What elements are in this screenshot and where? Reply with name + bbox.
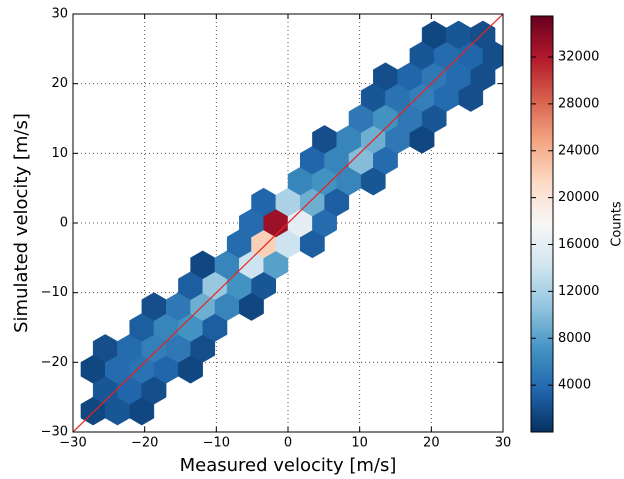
y-tick-label: 20 bbox=[51, 76, 68, 91]
colorbar-tick-label: 12000 bbox=[558, 284, 599, 299]
reference-line bbox=[73, 14, 503, 432]
y-tick-label: −30 bbox=[41, 425, 68, 440]
colorbar-tick-label: 24000 bbox=[558, 143, 599, 158]
x-tick-label: 0 bbox=[284, 436, 292, 451]
x-tick-label: −30 bbox=[59, 436, 86, 451]
x-tick-label: −20 bbox=[131, 436, 158, 451]
colorbar-label: Counts bbox=[610, 201, 624, 247]
x-tick-label: 10 bbox=[351, 436, 368, 451]
y-tick-label: −10 bbox=[41, 285, 68, 300]
colorbar-tick-label: 4000 bbox=[558, 378, 591, 393]
x-axis-label: Measured velocity [m/s] bbox=[180, 455, 397, 476]
colorbar-tick-label: 32000 bbox=[558, 50, 599, 65]
y-tick-label: −20 bbox=[41, 355, 68, 370]
x-tick-label: −10 bbox=[203, 436, 230, 451]
colorbar-tick-label: 20000 bbox=[558, 190, 599, 205]
colorbar-tick-label: 16000 bbox=[558, 237, 599, 252]
colorbar-tick-label: 8000 bbox=[558, 331, 591, 346]
y-tick-label: 30 bbox=[51, 7, 68, 22]
hexbin-layer bbox=[80, 20, 503, 426]
x-tick-label: 30 bbox=[495, 436, 512, 451]
y-tick-label: 0 bbox=[60, 216, 68, 231]
y-axis-label: Simulated velocity [m/s] bbox=[11, 113, 32, 333]
y-tick-label: 10 bbox=[51, 146, 68, 161]
axes: −30 −20 −10 0 10 20 30 −30 −20 −10 0 10 20 30 4000 8000… bbox=[41, 7, 600, 451]
colorbar bbox=[530, 15, 554, 433]
colorbar-tick-label: 28000 bbox=[558, 96, 599, 111]
x-tick-label: 20 bbox=[423, 436, 440, 451]
